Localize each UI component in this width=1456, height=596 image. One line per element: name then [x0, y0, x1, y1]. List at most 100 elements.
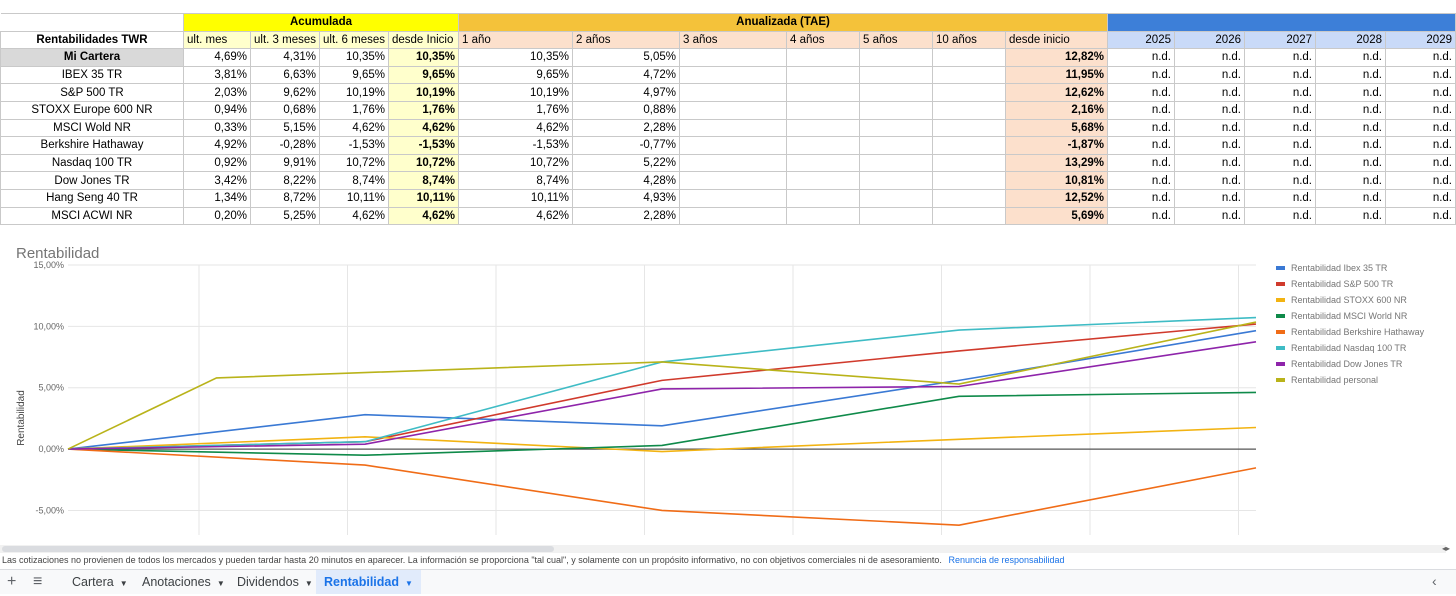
value-cell[interactable]: 11,95%: [1005, 65, 1108, 85]
row-name-cell[interactable]: Nasdaq 100 TR: [0, 153, 184, 173]
value-cell[interactable]: [679, 83, 787, 102]
value-cell[interactable]: n.d.: [1385, 171, 1456, 190]
value-cell[interactable]: [679, 188, 787, 208]
value-cell[interactable]: 2,16%: [1005, 100, 1108, 120]
value-cell[interactable]: 8,74%: [458, 171, 573, 190]
value-cell[interactable]: 8,72%: [250, 188, 320, 208]
column-header[interactable]: 2025: [1107, 30, 1175, 50]
collapse-explore-icon[interactable]: ‹: [1432, 573, 1437, 589]
value-cell[interactable]: [679, 100, 787, 120]
value-cell[interactable]: [932, 118, 1006, 138]
value-cell[interactable]: 0,88%: [572, 100, 680, 120]
value-cell[interactable]: 5,05%: [572, 48, 680, 67]
value-cell[interactable]: 12,82%: [1005, 48, 1108, 67]
value-cell[interactable]: n.d.: [1315, 206, 1386, 226]
disclaimer-link[interactable]: Renuncia de responsabilidad: [948, 555, 1065, 565]
value-cell[interactable]: 5,68%: [1005, 118, 1108, 138]
value-cell[interactable]: n.d.: [1174, 188, 1245, 208]
value-cell[interactable]: 10,35%: [319, 48, 389, 67]
value-cell[interactable]: 10,35%: [388, 48, 459, 67]
value-cell[interactable]: n.d.: [1174, 48, 1245, 67]
value-cell[interactable]: n.d.: [1174, 100, 1245, 120]
value-cell[interactable]: 4,62%: [458, 206, 573, 226]
value-cell[interactable]: [786, 83, 860, 102]
value-cell[interactable]: [932, 188, 1006, 208]
value-cell[interactable]: n.d.: [1174, 171, 1245, 190]
value-cell[interactable]: 1,76%: [319, 100, 389, 120]
value-cell[interactable]: [932, 65, 1006, 85]
all-sheets-icon[interactable]: ≡: [33, 573, 43, 590]
value-cell[interactable]: 13,29%: [1005, 153, 1108, 173]
value-cell[interactable]: 4,62%: [319, 118, 389, 138]
value-cell[interactable]: n.d.: [1385, 83, 1456, 102]
value-cell[interactable]: [859, 65, 933, 85]
value-cell[interactable]: 4,72%: [572, 65, 680, 85]
value-cell[interactable]: [679, 206, 787, 226]
value-cell[interactable]: n.d.: [1385, 118, 1456, 138]
value-cell[interactable]: n.d.: [1385, 48, 1456, 67]
value-cell[interactable]: 5,22%: [572, 153, 680, 173]
scrollbar-thumb[interactable]: [2, 546, 554, 552]
value-cell[interactable]: 1,34%: [183, 188, 251, 208]
column-header[interactable]: 1 año: [458, 30, 573, 50]
value-cell[interactable]: n.d.: [1174, 118, 1245, 138]
row-name-cell[interactable]: MSCI ACWI NR: [0, 206, 184, 226]
value-cell[interactable]: [679, 153, 787, 173]
row-name-cell[interactable]: S&P 500 TR: [0, 83, 184, 102]
value-cell[interactable]: 10,72%: [458, 153, 573, 173]
value-cell[interactable]: 4,62%: [388, 118, 459, 138]
row-name-cell[interactable]: MSCI Wold NR: [0, 118, 184, 138]
value-cell[interactable]: 10,11%: [388, 188, 459, 208]
value-cell[interactable]: 9,65%: [458, 65, 573, 85]
value-cell[interactable]: n.d.: [1107, 65, 1175, 85]
value-cell[interactable]: -1,53%: [388, 136, 459, 155]
value-cell[interactable]: n.d.: [1315, 188, 1386, 208]
value-cell[interactable]: [679, 136, 787, 155]
value-cell[interactable]: -0,28%: [250, 136, 320, 155]
column-header[interactable]: 2026: [1174, 30, 1245, 50]
value-cell[interactable]: 4,62%: [319, 206, 389, 226]
value-cell[interactable]: 5,25%: [250, 206, 320, 226]
value-cell[interactable]: [859, 83, 933, 102]
value-cell[interactable]: 4,62%: [458, 118, 573, 138]
horizontal-scrollbar[interactable]: [0, 545, 1446, 553]
value-cell[interactable]: [859, 171, 933, 190]
value-cell[interactable]: 10,81%: [1005, 171, 1108, 190]
tab-dividendos[interactable]: Dividendos ▼: [229, 570, 321, 594]
spreadsheet-grid[interactable]: Acumulada Anualizada (TAE) Rentabilidade…: [0, 0, 1456, 232]
value-cell[interactable]: -1,53%: [319, 136, 389, 155]
value-cell[interactable]: [932, 153, 1006, 173]
value-cell[interactable]: [786, 48, 860, 67]
value-cell[interactable]: 10,19%: [458, 83, 573, 102]
caret-down-icon[interactable]: ▼: [304, 579, 313, 588]
value-cell[interactable]: n.d.: [1315, 48, 1386, 67]
group-header-years[interactable]: [1107, 13, 1456, 32]
column-header[interactable]: ult. 6 meses: [319, 30, 389, 50]
returns-chart[interactable]: Rentabilidad Rentabilidad 15,00% 10,00% 5,…: [0, 236, 1450, 546]
value-cell[interactable]: 10,11%: [458, 188, 573, 208]
row-name-cell[interactable]: Berkshire Hathaway: [0, 136, 184, 155]
value-cell[interactable]: 4,97%: [572, 83, 680, 102]
column-header[interactable]: ult. 3 meses: [250, 30, 320, 50]
value-cell[interactable]: 1,76%: [458, 100, 573, 120]
value-cell[interactable]: n.d.: [1107, 171, 1175, 190]
add-sheet-icon[interactable]: +: [7, 573, 17, 590]
value-cell[interactable]: 10,19%: [319, 83, 389, 102]
column-header[interactable]: 4 años: [786, 30, 860, 50]
column-header[interactable]: desde Inicio: [388, 30, 459, 50]
value-cell[interactable]: n.d.: [1244, 188, 1316, 208]
row-name-cell[interactable]: Dow Jones TR: [0, 171, 184, 190]
value-cell[interactable]: 10,72%: [319, 153, 389, 173]
value-cell[interactable]: n.d.: [1385, 153, 1456, 173]
value-cell[interactable]: 6,63%: [250, 65, 320, 85]
value-cell[interactable]: n.d.: [1244, 136, 1316, 155]
value-cell[interactable]: n.d.: [1107, 153, 1175, 173]
value-cell[interactable]: 4,92%: [183, 136, 251, 155]
value-cell[interactable]: [859, 100, 933, 120]
value-cell[interactable]: n.d.: [1244, 83, 1316, 102]
value-cell[interactable]: n.d.: [1107, 206, 1175, 226]
value-cell[interactable]: n.d.: [1315, 118, 1386, 138]
value-cell[interactable]: n.d.: [1107, 188, 1175, 208]
value-cell[interactable]: [932, 48, 1006, 67]
value-cell[interactable]: 2,28%: [572, 118, 680, 138]
